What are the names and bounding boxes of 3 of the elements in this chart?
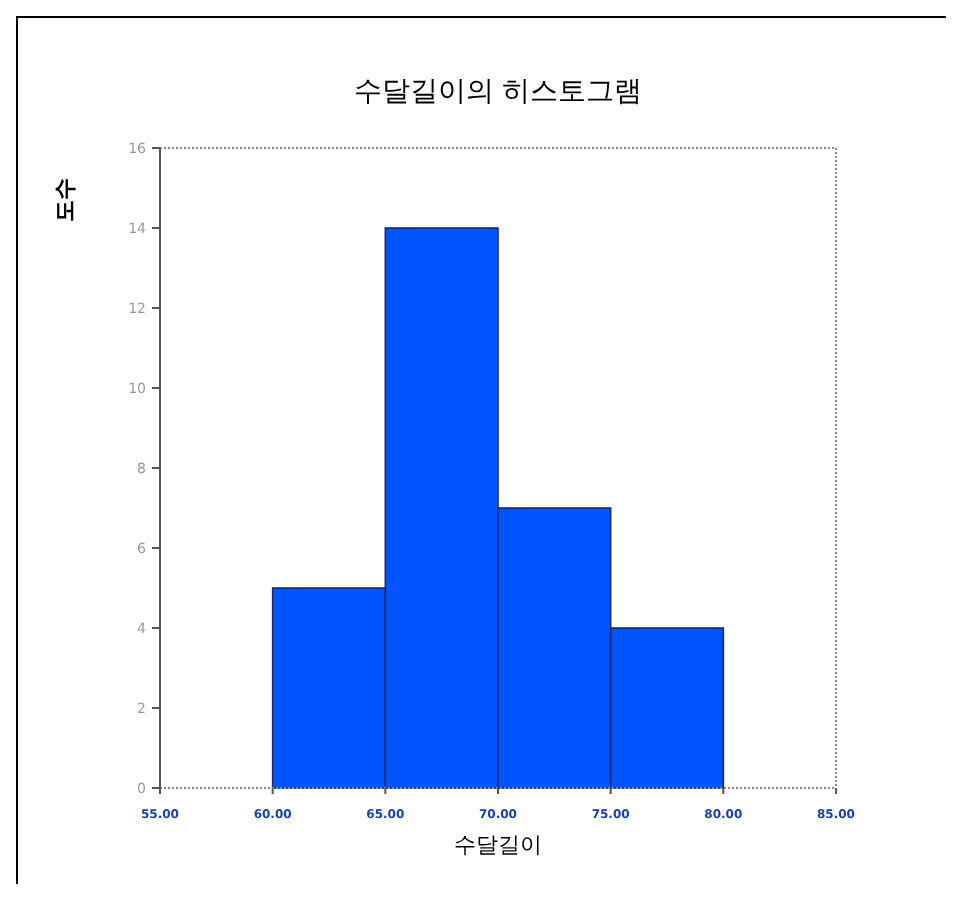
- chart-title: 수달길이의 히스토그램: [353, 76, 643, 108]
- x-axis-title: 수달길이: [454, 832, 542, 858]
- y-axis-title: 도수: [52, 178, 78, 222]
